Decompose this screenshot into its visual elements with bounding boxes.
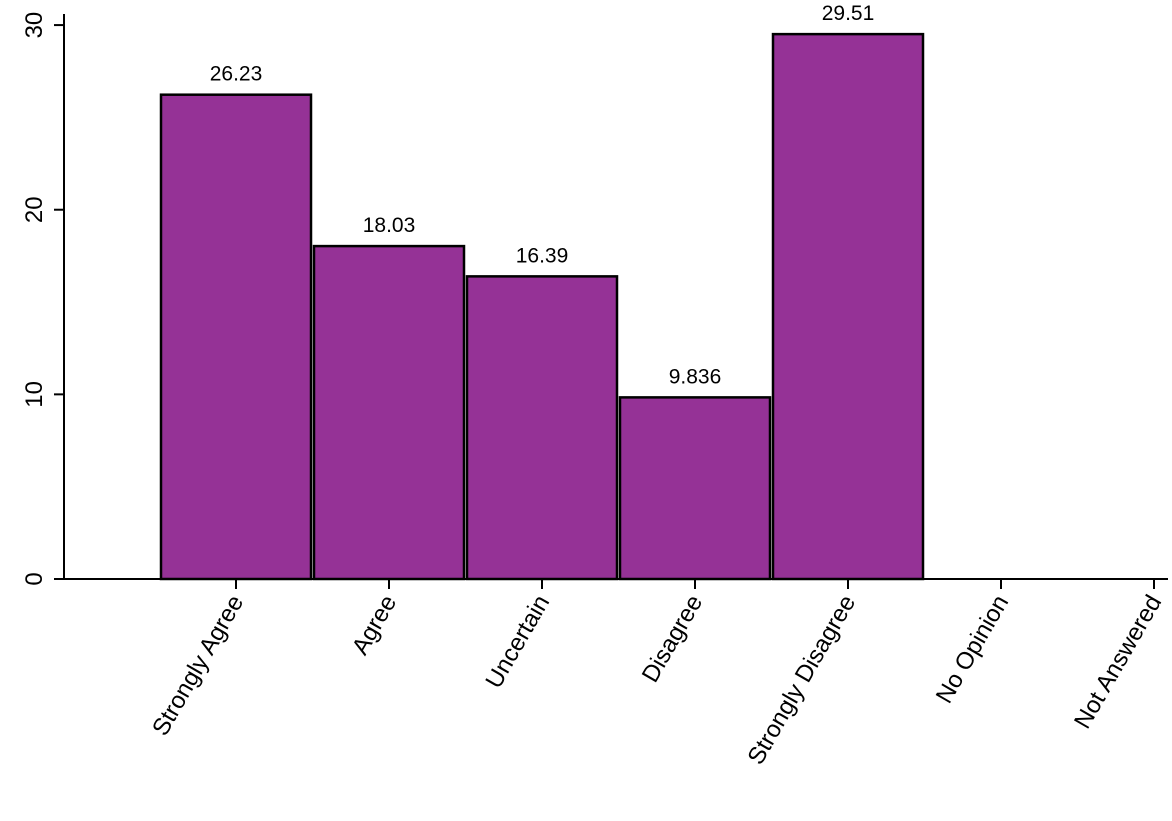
data-label: 16.39 [516, 244, 569, 267]
y-axis: 0 10 20 30 [21, 12, 65, 586]
x-tick-label: Disagree [637, 591, 708, 688]
bars [159, 32, 925, 581]
bar [771, 32, 925, 581]
bar [159, 93, 313, 581]
y-tick-label: 0 [21, 572, 48, 585]
data-label: 9.836 [669, 365, 722, 388]
data-label: 26.23 [210, 63, 263, 86]
value-labels: 26.23 18.03 16.39 9.836 29.51 [210, 2, 875, 388]
x-tick-label: Not Answered [1069, 591, 1167, 734]
x-tick-label: Strongly Disagree [742, 591, 861, 770]
x-tick-label: Agree [347, 591, 402, 660]
y-tick-label: 30 [21, 12, 48, 39]
x-axis: Strongly Agree Agree Uncertain Disagree Stro… [64, 578, 1168, 770]
data-label: 18.03 [363, 214, 416, 237]
data-label: 29.51 [822, 2, 875, 25]
x-tick-label: Strongly Agree [147, 591, 249, 741]
x-tick-label: Uncertain [480, 591, 555, 693]
bar [312, 244, 466, 581]
bar [618, 396, 772, 581]
x-tick-label: No Opinion [931, 591, 1014, 708]
bar [465, 275, 619, 581]
y-tick-label: 20 [21, 196, 48, 223]
y-tick-label: 10 [21, 381, 48, 408]
